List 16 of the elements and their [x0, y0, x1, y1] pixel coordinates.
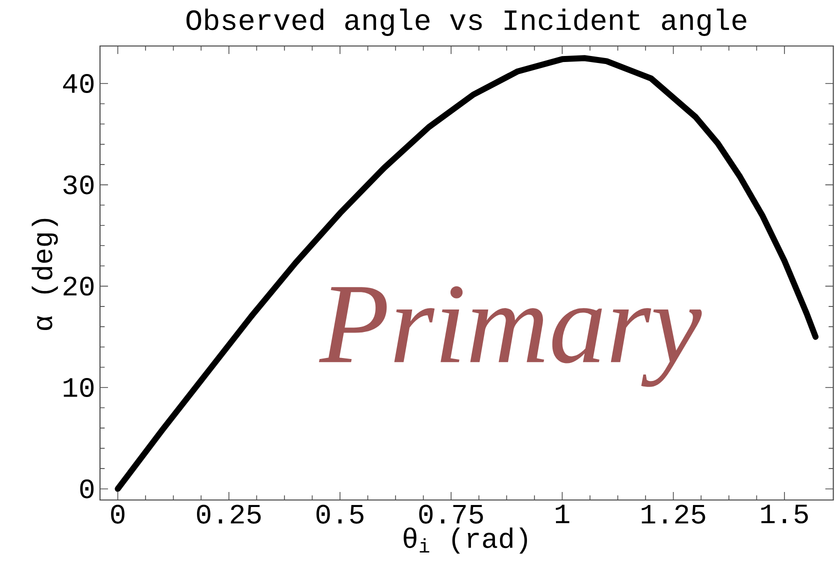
x-tick-label: 0 — [111, 504, 124, 524]
y-tick-label: 30 — [63, 175, 94, 194]
x-tick-label: 1 — [556, 504, 570, 524]
y-tick-label: 0 — [80, 479, 94, 498]
y-tick-label: 40 — [63, 74, 94, 93]
x-tick-label: 0.75 — [419, 504, 483, 524]
x-tick-label: 1.25 — [642, 504, 706, 524]
y-tick-label: 10 — [64, 378, 94, 397]
x-axis-title: θ$_{i}$ (rad) — [404, 528, 527, 554]
chart-title: Observed angle vs Incident angle — [186, 8, 746, 36]
x-tick-label: 0.5 — [316, 504, 364, 524]
x-tick-label: 1.5 — [761, 504, 808, 524]
y-axis-title: α (deg) — [32, 218, 58, 330]
y-tick-label: 20 — [64, 276, 94, 296]
annotation: Primary — [318, 286, 702, 387]
x-tick-label: 0.25 — [196, 504, 261, 524]
